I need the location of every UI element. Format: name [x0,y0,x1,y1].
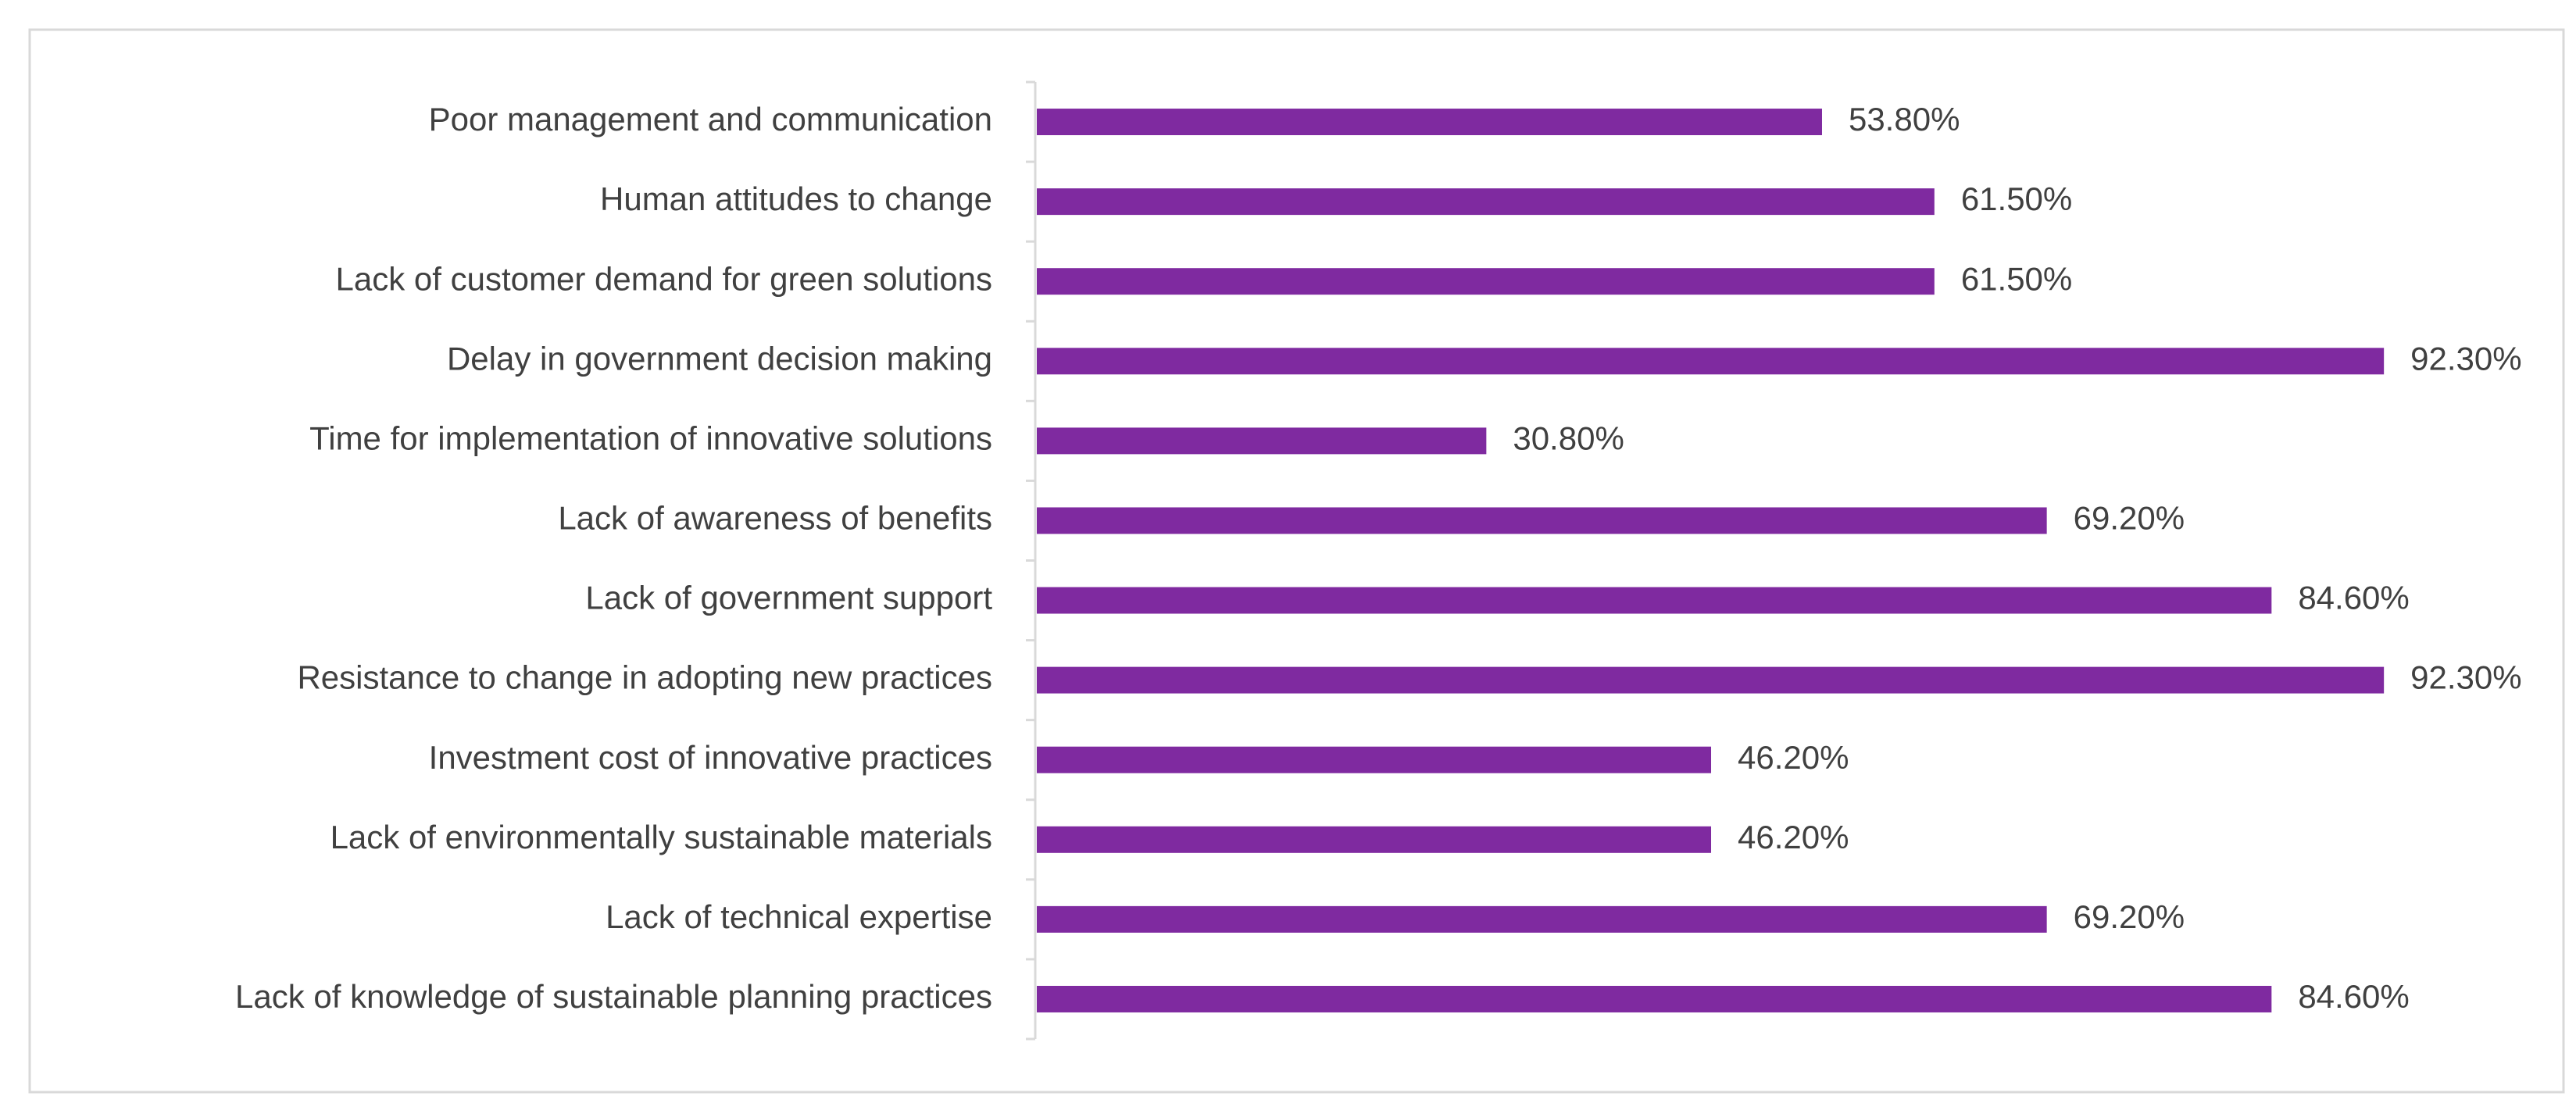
bar [1037,507,2047,534]
value-label: 92.30% [2410,659,2521,696]
bar [1037,905,2047,933]
value-label: 46.20% [1738,819,1849,855]
value-label: 30.80% [1513,420,1624,456]
bar [1037,268,1935,295]
value-label: 53.80% [1849,101,1960,137]
bar [1037,348,2385,375]
category-label: Delay in government decision making [447,340,992,377]
value-label: 69.20% [2074,500,2185,537]
value-label: 69.20% [2074,898,2185,935]
bar [1037,188,1935,216]
bar [1037,109,1822,136]
value-label: 84.60% [2298,580,2409,616]
bar [1037,985,2272,1012]
category-label: Lack of technical expertise [606,898,992,935]
value-label: 46.20% [1738,739,1849,776]
category-label: Human attitudes to change [600,180,992,217]
category-label: Lack of government support [585,580,992,616]
bar [1037,587,2272,614]
bar [1037,427,1487,455]
bar [1037,826,1712,853]
bar [1037,746,1712,773]
category-label: Poor management and communication [429,101,992,137]
value-label: 84.60% [2298,978,2409,1015]
category-label: Lack of customer demand for green soluti… [336,260,992,297]
value-label: 61.50% [1961,180,2072,217]
category-label: Lack of knowledge of sustainable plannin… [235,978,992,1015]
category-label: Lack of environmentally sustainable mate… [330,819,992,855]
value-label: 92.30% [2410,340,2521,377]
category-label: Investment cost of innovative practices [429,739,992,776]
value-label: 61.50% [1961,260,2072,297]
category-label: Time for implementation of innovative so… [309,420,992,456]
category-label: Lack of awareness of benefits [558,500,992,537]
category-label: Resistance to change in adopting new pra… [297,659,992,696]
bar [1037,666,2385,694]
